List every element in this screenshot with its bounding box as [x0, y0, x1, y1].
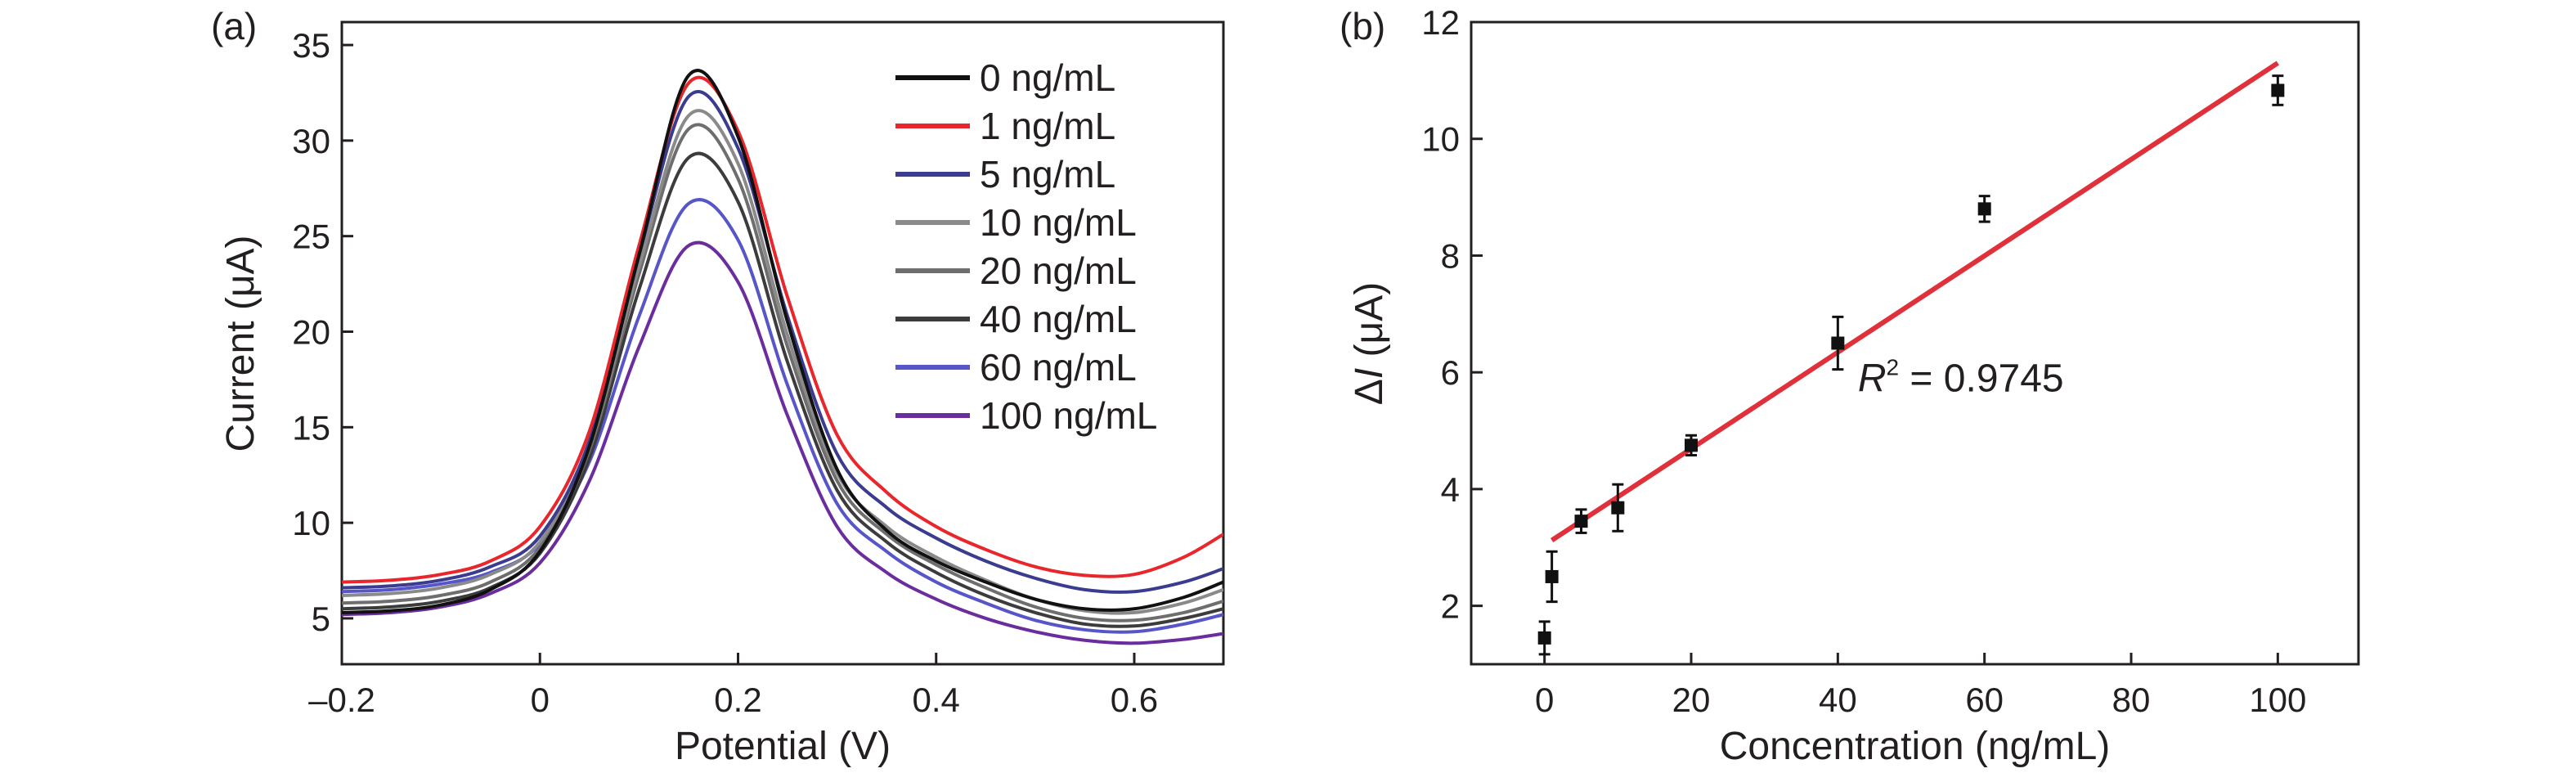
legend-item: 40 ng/mL	[895, 298, 1137, 340]
panel-label: (b)	[1340, 5, 1385, 47]
x-tick-label: 0.6	[1111, 681, 1158, 719]
y-label-symbol: I	[1348, 368, 1391, 379]
x-tick-label: 60	[1965, 681, 2004, 719]
legend-label: 10 ng/mL	[980, 201, 1137, 244]
y-tick-label: 6	[1441, 353, 1460, 392]
data-point	[1611, 483, 1625, 533]
legend-label: 40 ng/mL	[980, 298, 1137, 340]
x-tick-label: 80	[2112, 681, 2151, 719]
marker	[1574, 515, 1588, 528]
y-tick-label: 30	[292, 122, 330, 160]
curve-1	[342, 75, 1223, 584]
data-point	[1537, 620, 1551, 656]
y-tick-label: 10	[1421, 120, 1460, 159]
y-tick-label: 5	[312, 600, 330, 638]
marker	[2271, 83, 2285, 97]
x-tick-label: 20	[1672, 681, 1711, 719]
legend-item: 100 ng/mL	[895, 394, 1157, 437]
y-tick-label: 2	[1441, 587, 1460, 626]
y-tick-label: 8	[1441, 236, 1460, 275]
y-tick-label: 25	[292, 218, 330, 256]
marker	[1977, 202, 1991, 216]
y-tick-label: 4	[1441, 470, 1460, 509]
fit-line	[1550, 61, 2280, 543]
curves	[342, 69, 1223, 645]
r-symbol: R	[1858, 357, 1887, 400]
data-point	[2271, 74, 2285, 106]
r-squared-annotation: R2 = 0.9745	[1858, 354, 2064, 400]
y-tick-label: 20	[292, 312, 330, 351]
marker	[1831, 336, 1845, 350]
marker	[1537, 631, 1551, 645]
x-tick-label: 100	[2249, 681, 2306, 719]
legend-label: 0 ng/mL	[980, 56, 1115, 99]
x-tick-label: 0.4	[913, 681, 960, 719]
plot-frame	[340, 20, 1225, 666]
x-tick-label: 0	[1535, 681, 1554, 719]
legend-item: 60 ng/mL	[895, 346, 1137, 389]
marker	[1611, 501, 1625, 515]
data-point	[1574, 508, 1588, 534]
data-point	[1685, 434, 1699, 457]
x-tick-label: 40	[1819, 681, 1857, 719]
r-squared-value: = 0.9745	[1899, 357, 2064, 400]
legend-label: 60 ng/mL	[980, 346, 1137, 389]
y-label-unit: (μA)	[1348, 282, 1391, 368]
curve-4	[342, 123, 1223, 622]
y-tick-label: 15	[292, 408, 330, 447]
curve-7	[342, 240, 1223, 645]
marker	[1685, 438, 1699, 452]
x-axis-label: Potential (V)	[675, 725, 891, 768]
data-point	[1545, 550, 1559, 604]
data-point	[1831, 315, 1845, 371]
marker	[1545, 569, 1559, 583]
legend-label: 1 ng/mL	[980, 105, 1115, 147]
y-tick-label: 35	[292, 26, 330, 65]
y-tick-label: 12	[1421, 3, 1460, 42]
legend-item: 5 ng/mL	[895, 153, 1115, 195]
x-tick-label: 0	[531, 681, 550, 719]
legend-item: 10 ng/mL	[895, 201, 1137, 244]
panel-a-voltammograms: –0.2 0 0.2 0.4 0.6 5 10 15 20 25 30 35 Potential (V)…	[211, 5, 1225, 768]
y-label-delta: Δ	[1348, 379, 1391, 405]
x-tick-label: 0.2	[714, 681, 761, 719]
legend-label: 20 ng/mL	[980, 249, 1137, 292]
x-tick-label: –0.2	[308, 681, 375, 719]
y-tick-label: 10	[292, 504, 330, 542]
legend-label: 5 ng/mL	[980, 153, 1115, 195]
panel-b-calibration: 0 20 40 60 80 100 2 4 6 8 10 12 Concentration (ng/mL…	[1340, 3, 2360, 768]
legend-label: 100 ng/mL	[980, 394, 1157, 437]
y-axis-label: Current (μA)	[219, 235, 263, 452]
legend-item: 0 ng/mL	[895, 56, 1115, 99]
plot-frame	[1470, 20, 2360, 666]
x-axis-label: Concentration (ng/mL)	[1720, 725, 2111, 768]
superscript: 2	[1887, 354, 1900, 380]
curve-0	[342, 69, 1223, 614]
panel-label: (a)	[211, 5, 257, 47]
y-axis-label: ΔI (μA)	[1348, 282, 1391, 405]
data-point	[1977, 195, 1991, 223]
legend-item: 1 ng/mL	[895, 105, 1115, 147]
legend-item: 20 ng/mL	[895, 249, 1137, 292]
